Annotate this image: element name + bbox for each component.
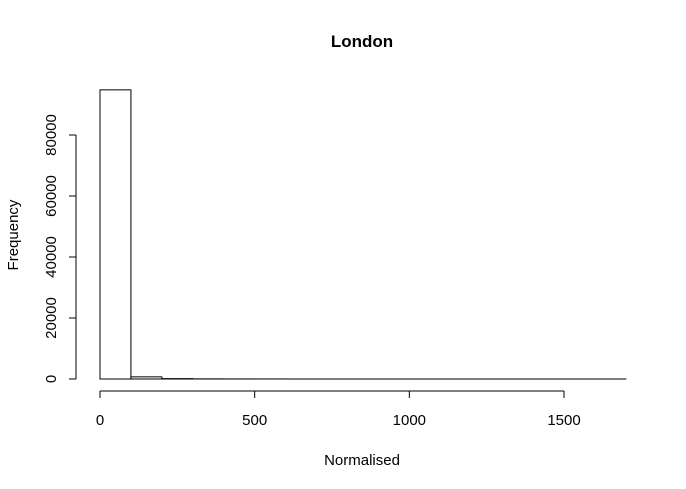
chart-title: London	[331, 32, 393, 51]
x-axis-label: Normalised	[324, 452, 400, 469]
x-tick-label: 1000	[393, 412, 426, 429]
bars-group	[99, 89, 627, 380]
y-axis-label: Frequency	[5, 199, 22, 270]
x-axis: 0 500 1000 1500	[96, 390, 581, 429]
x-tick-label: 0	[96, 412, 104, 429]
y-tick-label: 80000	[43, 114, 60, 156]
x-tick-label: 500	[242, 412, 267, 429]
y-tick-label: 20000	[43, 297, 60, 339]
y-tick-label: 60000	[43, 175, 60, 217]
histogram-bar-0	[99, 89, 132, 380]
histogram-bar-1	[130, 376, 163, 380]
y-tick-label: 0	[43, 375, 60, 383]
y-axis: 0 20000 40000 60000 80000	[43, 114, 77, 383]
x-tick-label: 1500	[547, 412, 580, 429]
y-tick-label: 40000	[43, 236, 60, 278]
